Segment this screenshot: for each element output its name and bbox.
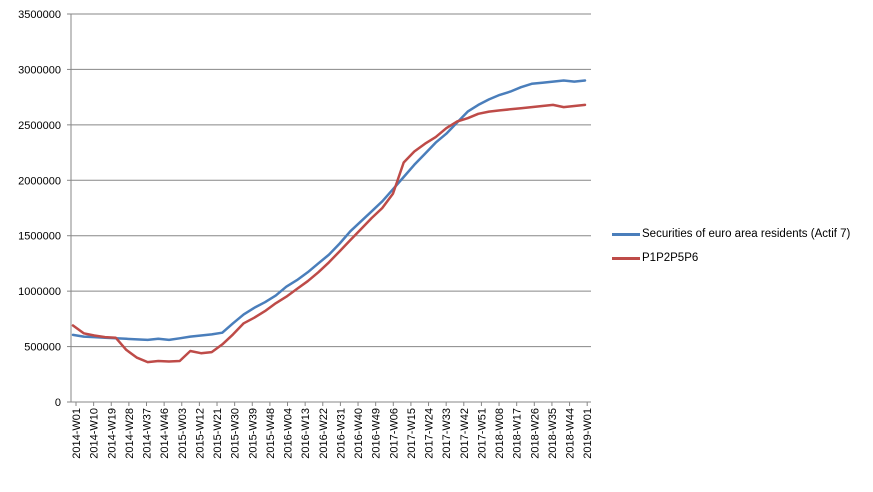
x-tick-label: 2018-W35 [547,408,559,459]
series-lines [71,79,587,364]
x-tick-label: 2015-W03 [177,408,189,459]
x-tick-label: 2014-W10 [89,408,101,459]
x-axis-tick-labels: 2014-W01 2014-W10 2014-W19 2014-W28 2014-W37… [71,408,594,459]
x-tick-label: 2016-W31 [335,408,347,459]
legend-swatch-securities [612,232,640,236]
x-tick-label: 2015-W12 [194,408,206,459]
x-tick-label: 2016-W04 [283,408,295,459]
y-tick-label: 3000000 [18,64,61,76]
x-tick-label: 2017-W42 [459,408,471,459]
x-tick-label: 2017-W24 [424,408,436,459]
x-tick-label: 2017-W33 [441,408,453,459]
y-tick-label: 1500000 [18,231,61,243]
x-tick-label: 2016-W40 [353,408,365,459]
x-tick-label: 2015-W21 [212,408,224,459]
x-tick-label: 2015-W39 [247,408,259,459]
y-tick-label: 2500000 [18,120,61,132]
legend-label-securities: Securities of euro area residents (Actif… [642,228,851,240]
x-tick-label: 2017-W51 [476,408,488,459]
legend-label-p1p2p5p6: P1P2P5P6 [642,252,699,264]
x-tick-label: 2015-W48 [265,408,277,459]
y-tick-label: 2000000 [18,175,61,187]
y-tick-label: 3500000 [18,9,61,21]
x-tick-label: 2014-W01 [71,408,83,459]
x-tick-label: 2014-W37 [142,408,154,459]
x-tick-label: 2018-W26 [529,408,541,459]
y-tick-label: 500000 [24,342,61,354]
x-tick-label: 2017-W06 [388,408,400,459]
legend: Securities of euro area residents (Actif… [612,222,872,270]
gridlines [71,13,591,348]
x-tick-label: 2014-W46 [159,408,171,459]
x-tick-label: 2019-W01 [582,408,594,459]
x-tick-label: 2014-W19 [106,408,118,459]
axes [67,13,591,406]
x-tick-label: 2016-W13 [300,408,312,459]
x-tick-label: 2016-W49 [371,408,383,459]
x-tick-label: 2018-W44 [565,408,577,459]
legend-swatch-p1p2p5p6 [612,256,640,260]
series-line-securities [71,79,587,342]
y-axis-tick-labels: 0 500000 1000000 1500000 2000000 2500000 30000… [18,9,61,409]
legend-item-securities: Securities of euro area residents (Actif… [612,222,872,246]
x-tick-label: 2014-W28 [124,408,136,459]
x-tick-label: 2018-W17 [512,408,524,459]
x-tick-label: 2017-W15 [406,408,418,459]
x-tick-label: 2018-W08 [494,408,506,459]
y-tick-label: 1000000 [18,286,61,298]
series-line-p1p2p5p6 [71,103,587,364]
x-tick-label: 2015-W30 [230,408,242,459]
x-tick-label: 2016-W22 [318,408,330,459]
legend-item-p1p2p5p6: P1P2P5P6 [612,246,872,270]
y-tick-label: 0 [55,397,61,409]
